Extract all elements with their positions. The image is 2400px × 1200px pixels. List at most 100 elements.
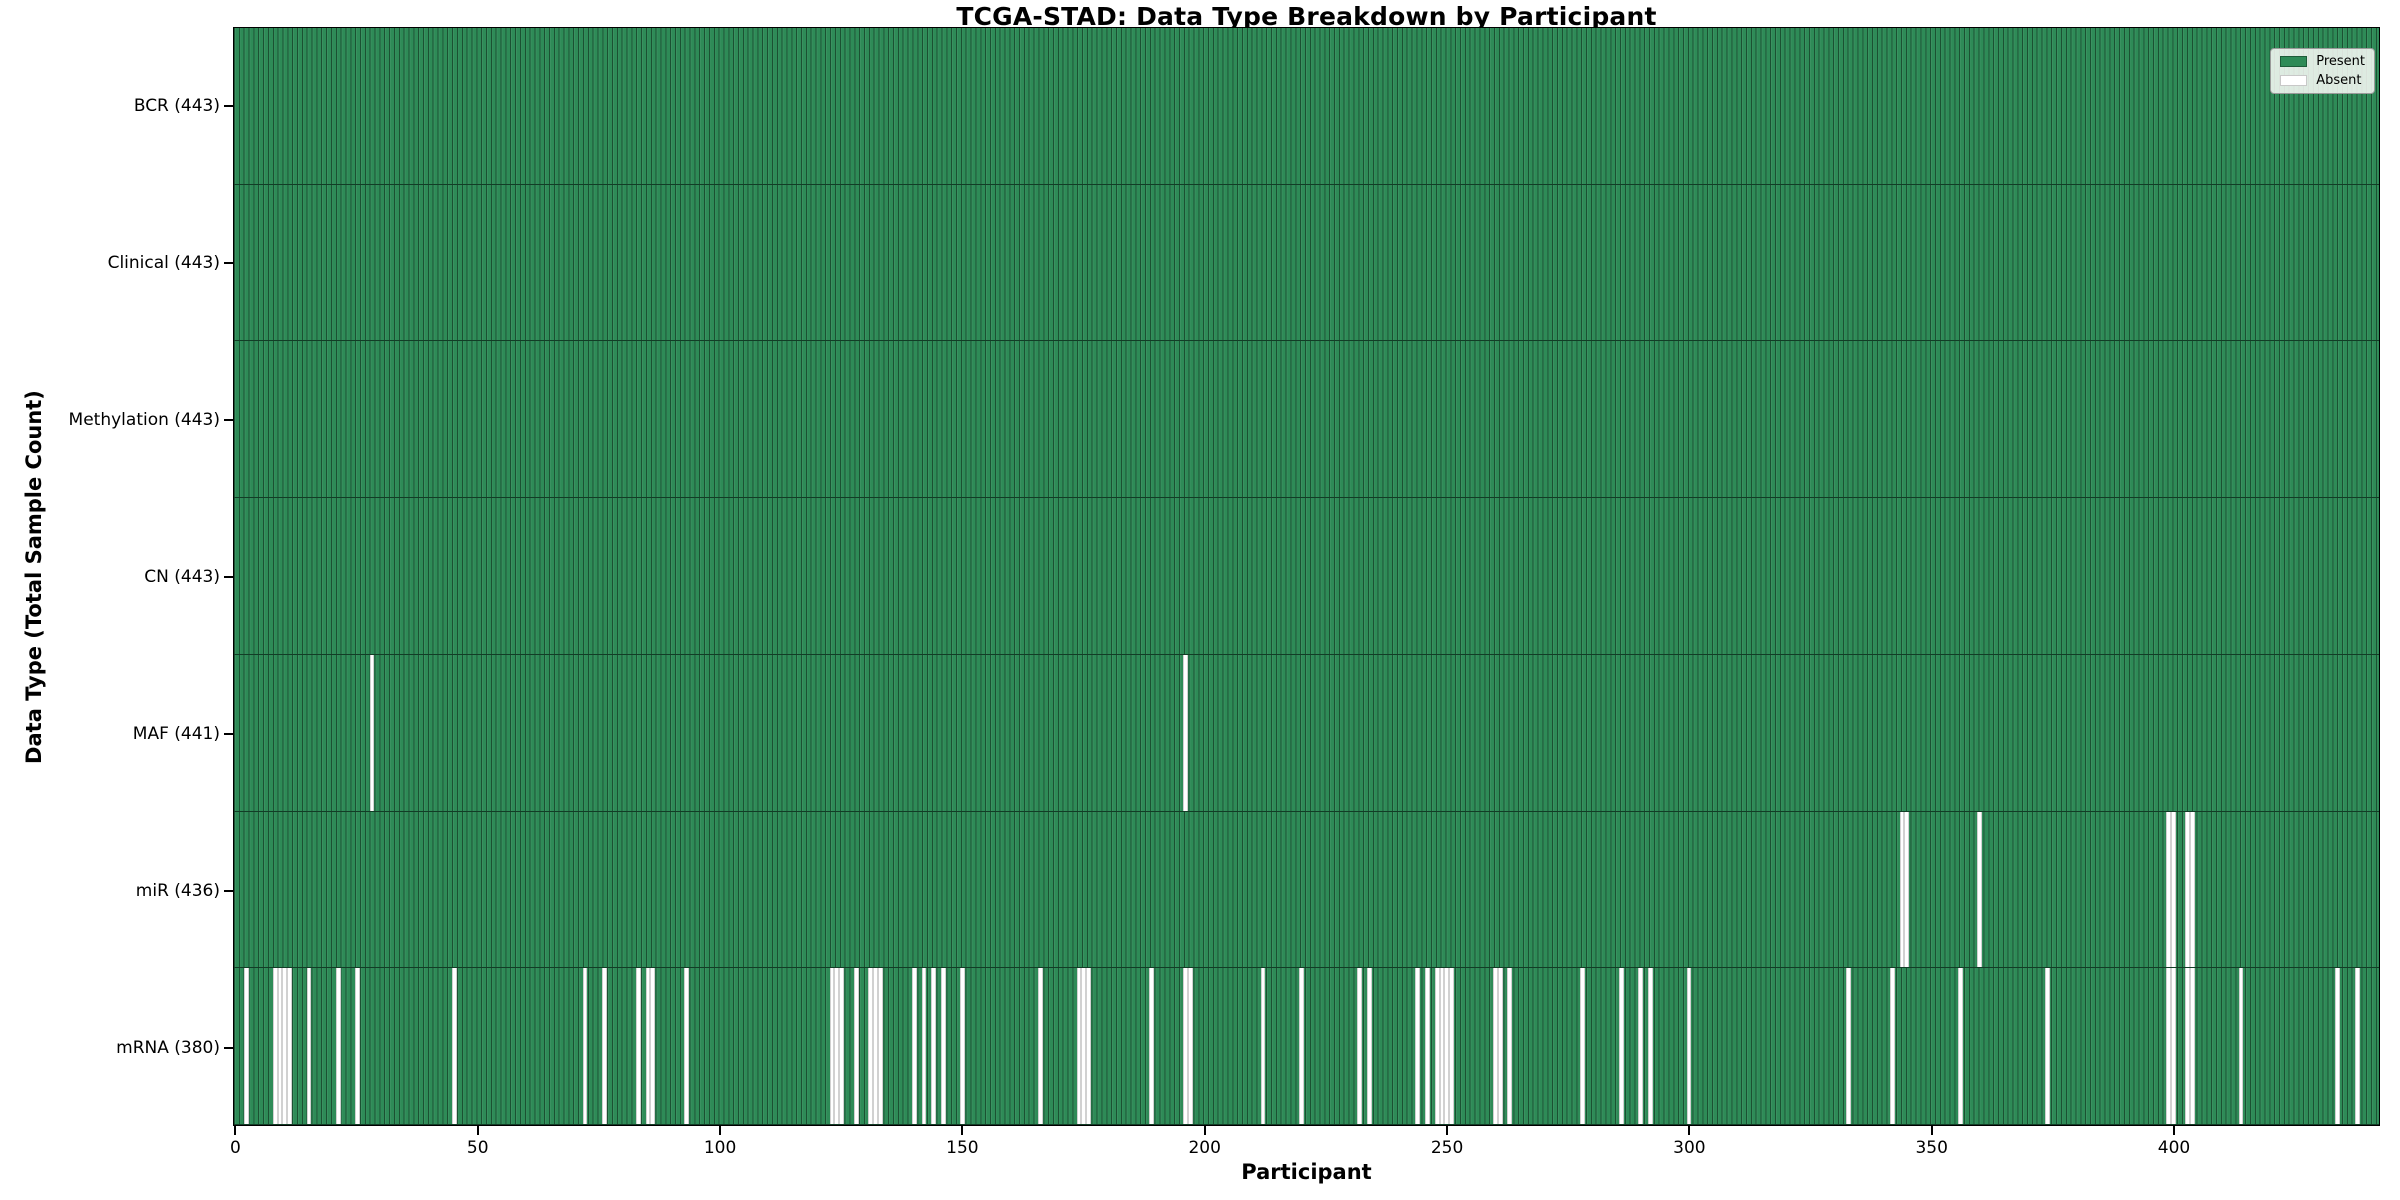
x-tick-label-0: 0 [230, 1138, 241, 1158]
absent-bar-mrna-p144 [931, 968, 937, 1125]
x-tick-label-300: 300 [1673, 1138, 1706, 1158]
absent-bar-mrna-p83 [635, 968, 641, 1125]
absent-bar-mrna-p404 [2190, 968, 2195, 1125]
absent-bar-mrna-p261 [1497, 968, 1503, 1125]
absent-bar-mrna-p85 [645, 968, 651, 1125]
y-tick-mark-methylation [224, 418, 233, 421]
x-tick-mark-250 [1446, 1126, 1449, 1135]
absent-bar-mrna-p131 [868, 968, 874, 1125]
legend-item-present: Present [2280, 55, 2365, 68]
present-swatch-icon [2280, 56, 2308, 67]
x-tick-mark-0 [234, 1126, 237, 1135]
y-tick-mark-clinical [224, 261, 233, 264]
absent-bar-mrna-p434 [2335, 968, 2341, 1125]
absent-bar-mrna-p249 [1439, 968, 1445, 1125]
datatype-row-cn [234, 498, 2379, 655]
x-tick-label-150: 150 [946, 1138, 979, 1158]
absent-bar-mrna-p414 [2238, 968, 2244, 1125]
absent-bar-maf-p28 [369, 654, 375, 811]
chart-title: TCGA-STAD: Data Type Breakdown by Partic… [956, 2, 1657, 31]
absent-bar-maf-p196 [1183, 654, 1188, 811]
y-tick-label-mrna: mRNA (380) [116, 1037, 220, 1058]
absent-bar-mrna-p196 [1183, 968, 1188, 1125]
x-axis-label: Participant [1241, 1160, 1372, 1184]
absent-bar-mrna-p72 [582, 968, 588, 1125]
y-tick-mark-bcr [224, 104, 233, 107]
absent-bar-mrna-p263 [1507, 968, 1513, 1125]
plot-area: Present Absent [233, 27, 2380, 1126]
absent-bar-mrna-p150 [960, 968, 966, 1125]
y-tick-mark-maf [224, 732, 233, 735]
absent-bar-mrna-p250 [1444, 968, 1450, 1125]
legend-item-absent: Absent [2280, 74, 2365, 87]
absent-bar-mrna-p197 [1187, 968, 1193, 1125]
absent-bar-mrna-p25 [355, 968, 360, 1125]
y-tick-label-maf: MAF (441) [132, 723, 220, 744]
absent-bar-mrna-p356 [1957, 968, 1963, 1125]
x-tick-mark-300 [1688, 1126, 1691, 1135]
absent-bar-mrna-p124 [834, 968, 840, 1125]
absent-bar-mrna-p9 [277, 968, 283, 1125]
absent-bar-mrna-p176 [1086, 968, 1092, 1125]
absent-bar-mrna-p140 [911, 968, 917, 1125]
absent-bar-mrna-p234 [1367, 968, 1372, 1125]
absent-bar-mrna-p246 [1425, 968, 1430, 1125]
legend-label-absent: Absent [2316, 73, 2362, 88]
absent-bar-mrna-p374 [2044, 968, 2050, 1125]
x-tick-mark-200 [1203, 1126, 1206, 1135]
absent-bar-mrna-p45 [451, 968, 457, 1125]
absent-bar-mrna-p403 [2185, 968, 2191, 1125]
absent-bar-mir-p345 [1904, 811, 1910, 968]
x-tick-label-50: 50 [466, 1138, 489, 1158]
absent-bar-mrna-p86 [650, 968, 656, 1125]
x-tick-label-100: 100 [703, 1138, 737, 1158]
datatype-row-bcr [234, 28, 2379, 185]
x-tick-mark-100 [719, 1126, 722, 1135]
y-tick-mark-mir [224, 889, 233, 892]
datatype-row-mrna [234, 968, 2379, 1126]
y-tick-label-methylation: Methylation (443) [68, 409, 220, 430]
absent-bar-mrna-p438 [2354, 968, 2360, 1125]
absent-bar-mrna-p220 [1299, 968, 1305, 1125]
x-tick-mark-400 [2173, 1126, 2176, 1135]
absent-bar-mrna-p290 [1638, 968, 1643, 1125]
absent-bar-mrna-p232 [1357, 968, 1363, 1125]
y-tick-label-bcr: BCR (443) [133, 95, 220, 116]
absent-bar-mrna-p260 [1492, 968, 1498, 1125]
absent-bar-mrna-p2 [243, 968, 249, 1125]
absent-bar-mir-p403 [2185, 811, 2191, 968]
x-tick-mark-350 [1930, 1126, 1933, 1135]
legend: Present Absent [2270, 48, 2375, 94]
legend-label-present: Present [2316, 54, 2365, 69]
datatype-row-mir [234, 811, 2379, 969]
absent-bar-mrna-p333 [1846, 968, 1852, 1125]
datatype-row-maf [234, 654, 2379, 812]
x-tick-mark-150 [961, 1126, 964, 1135]
y-tick-label-mir: miR (436) [135, 880, 220, 901]
absent-bar-mrna-p146 [940, 968, 946, 1125]
x-tick-label-200: 200 [1188, 1138, 1221, 1158]
absent-bar-mrna-p142 [921, 968, 927, 1125]
absent-bar-mrna-p292 [1647, 968, 1653, 1125]
absent-bar-mrna-p8 [272, 968, 278, 1125]
x-tick-label-400: 400 [2157, 1138, 2191, 1158]
absent-bar-mrna-p11 [287, 968, 293, 1125]
y-tick-label-cn: CN (443) [144, 566, 220, 587]
absent-bar-mrna-p133 [877, 968, 883, 1125]
absent-bar-mrna-p132 [873, 968, 878, 1125]
absent-swatch-icon [2280, 75, 2308, 86]
absent-bar-mrna-p244 [1415, 968, 1421, 1125]
absent-bar-mrna-p21 [335, 968, 341, 1125]
absent-bar-mir-p400 [2170, 811, 2176, 968]
datatype-row-clinical [234, 184, 2379, 342]
y-tick-label-clinical: Clinical (443) [107, 252, 220, 273]
y-tick-mark-cn [224, 575, 233, 578]
absent-bar-mrna-p76 [601, 968, 607, 1125]
datatype-row-methylation [234, 341, 2379, 499]
absent-bar-mrna-p10 [282, 968, 288, 1125]
absent-bar-mrna-p300 [1686, 968, 1692, 1125]
absent-bar-mir-p344 [1899, 811, 1905, 968]
absent-bar-mrna-p286 [1618, 968, 1624, 1125]
absent-bar-mrna-p174 [1076, 968, 1082, 1125]
